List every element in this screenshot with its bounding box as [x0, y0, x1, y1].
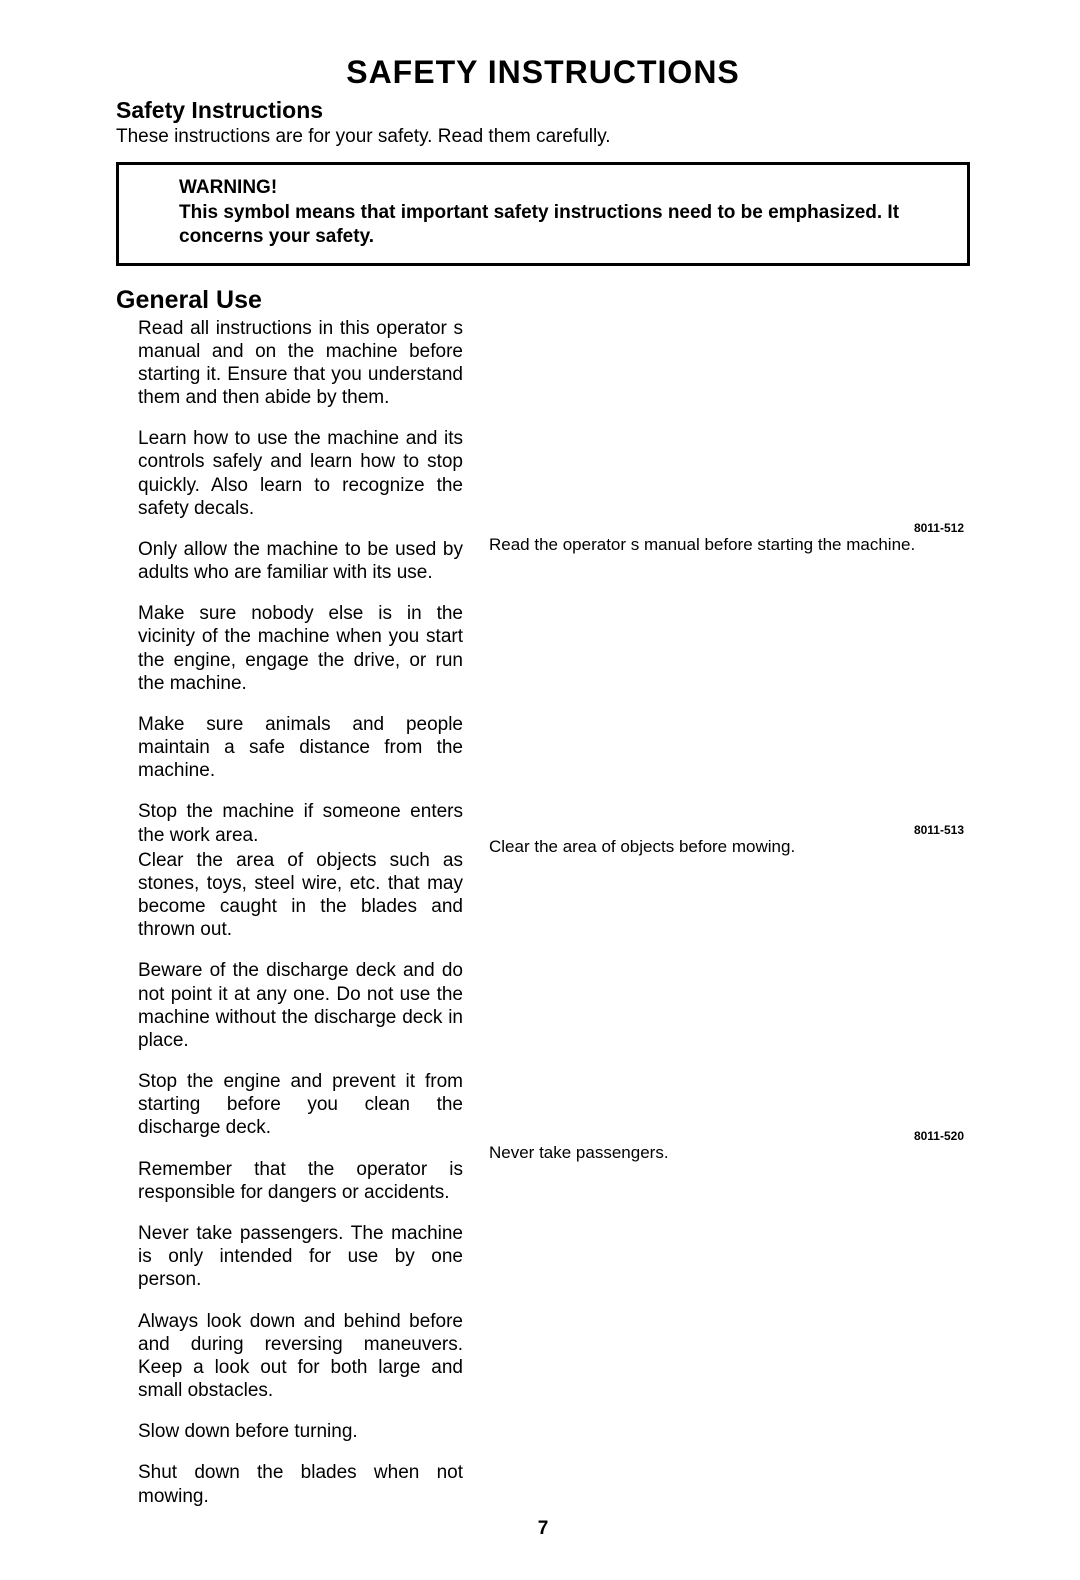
document-page: SAFETY INSTRUCTIONS Safety Instructions …	[0, 0, 1080, 1580]
paragraph: Remember that the operator is responsibl…	[138, 1158, 463, 1204]
paragraph: Slow down before turning.	[138, 1420, 463, 1443]
paragraph: Clear the area of objects such as stones…	[138, 849, 463, 942]
section-title: General Use	[116, 286, 970, 315]
left-column: Read all instructions in this operator s…	[116, 317, 463, 1508]
figure: 8011-520 Never take passengers.	[489, 1129, 970, 1163]
intro-text: These instructions are for your safety. …	[116, 126, 970, 148]
paragraph: Beware of the discharge deck and do not …	[138, 959, 463, 1052]
paragraph: Only allow the machine to be used by adu…	[138, 538, 463, 584]
warning-title: WARNING!	[179, 177, 907, 199]
figure-caption: Read the operator s manual before starti…	[489, 535, 970, 555]
paragraph: Make sure nobody else is in the vicinity…	[138, 602, 463, 695]
paragraph: Learn how to use the machine and its con…	[138, 427, 463, 520]
figure-id: 8011-512	[489, 521, 970, 535]
figure-caption: Clear the area of objects before mowing.	[489, 837, 970, 857]
paragraph: Shut down the blades when not mowing.	[138, 1461, 463, 1507]
paragraph: Always look down and behind before and d…	[138, 1310, 463, 1403]
figure-id: 8011-513	[489, 823, 970, 837]
warning-box: WARNING! This symbol means that importan…	[116, 162, 970, 266]
paragraph: Never take passengers. The machine is on…	[138, 1222, 463, 1292]
paragraph: Make sure animals and people maintain a …	[138, 713, 463, 783]
paragraph: Read all instructions in this operator s…	[138, 317, 463, 410]
figure: 8011-512 Read the operator s manual befo…	[489, 521, 970, 555]
paragraph: Stop the machine if someone enters the w…	[138, 800, 463, 846]
figure-id: 8011-520	[489, 1129, 970, 1143]
page-header-title: SAFETY INSTRUCTIONS	[116, 54, 970, 91]
section-subtitle: Safety Instructions	[116, 97, 970, 124]
figure: 8011-513 Clear the area of objects befor…	[489, 823, 970, 857]
figure-caption: Never take passengers.	[489, 1143, 970, 1163]
content-columns: Read all instructions in this operator s…	[116, 317, 970, 1508]
paragraph: Stop the engine and prevent it from star…	[138, 1070, 463, 1140]
warning-body: This symbol means that important safety …	[179, 201, 907, 249]
right-column: 8011-512 Read the operator s manual befo…	[489, 317, 970, 1508]
page-number: 7	[116, 1518, 970, 1540]
